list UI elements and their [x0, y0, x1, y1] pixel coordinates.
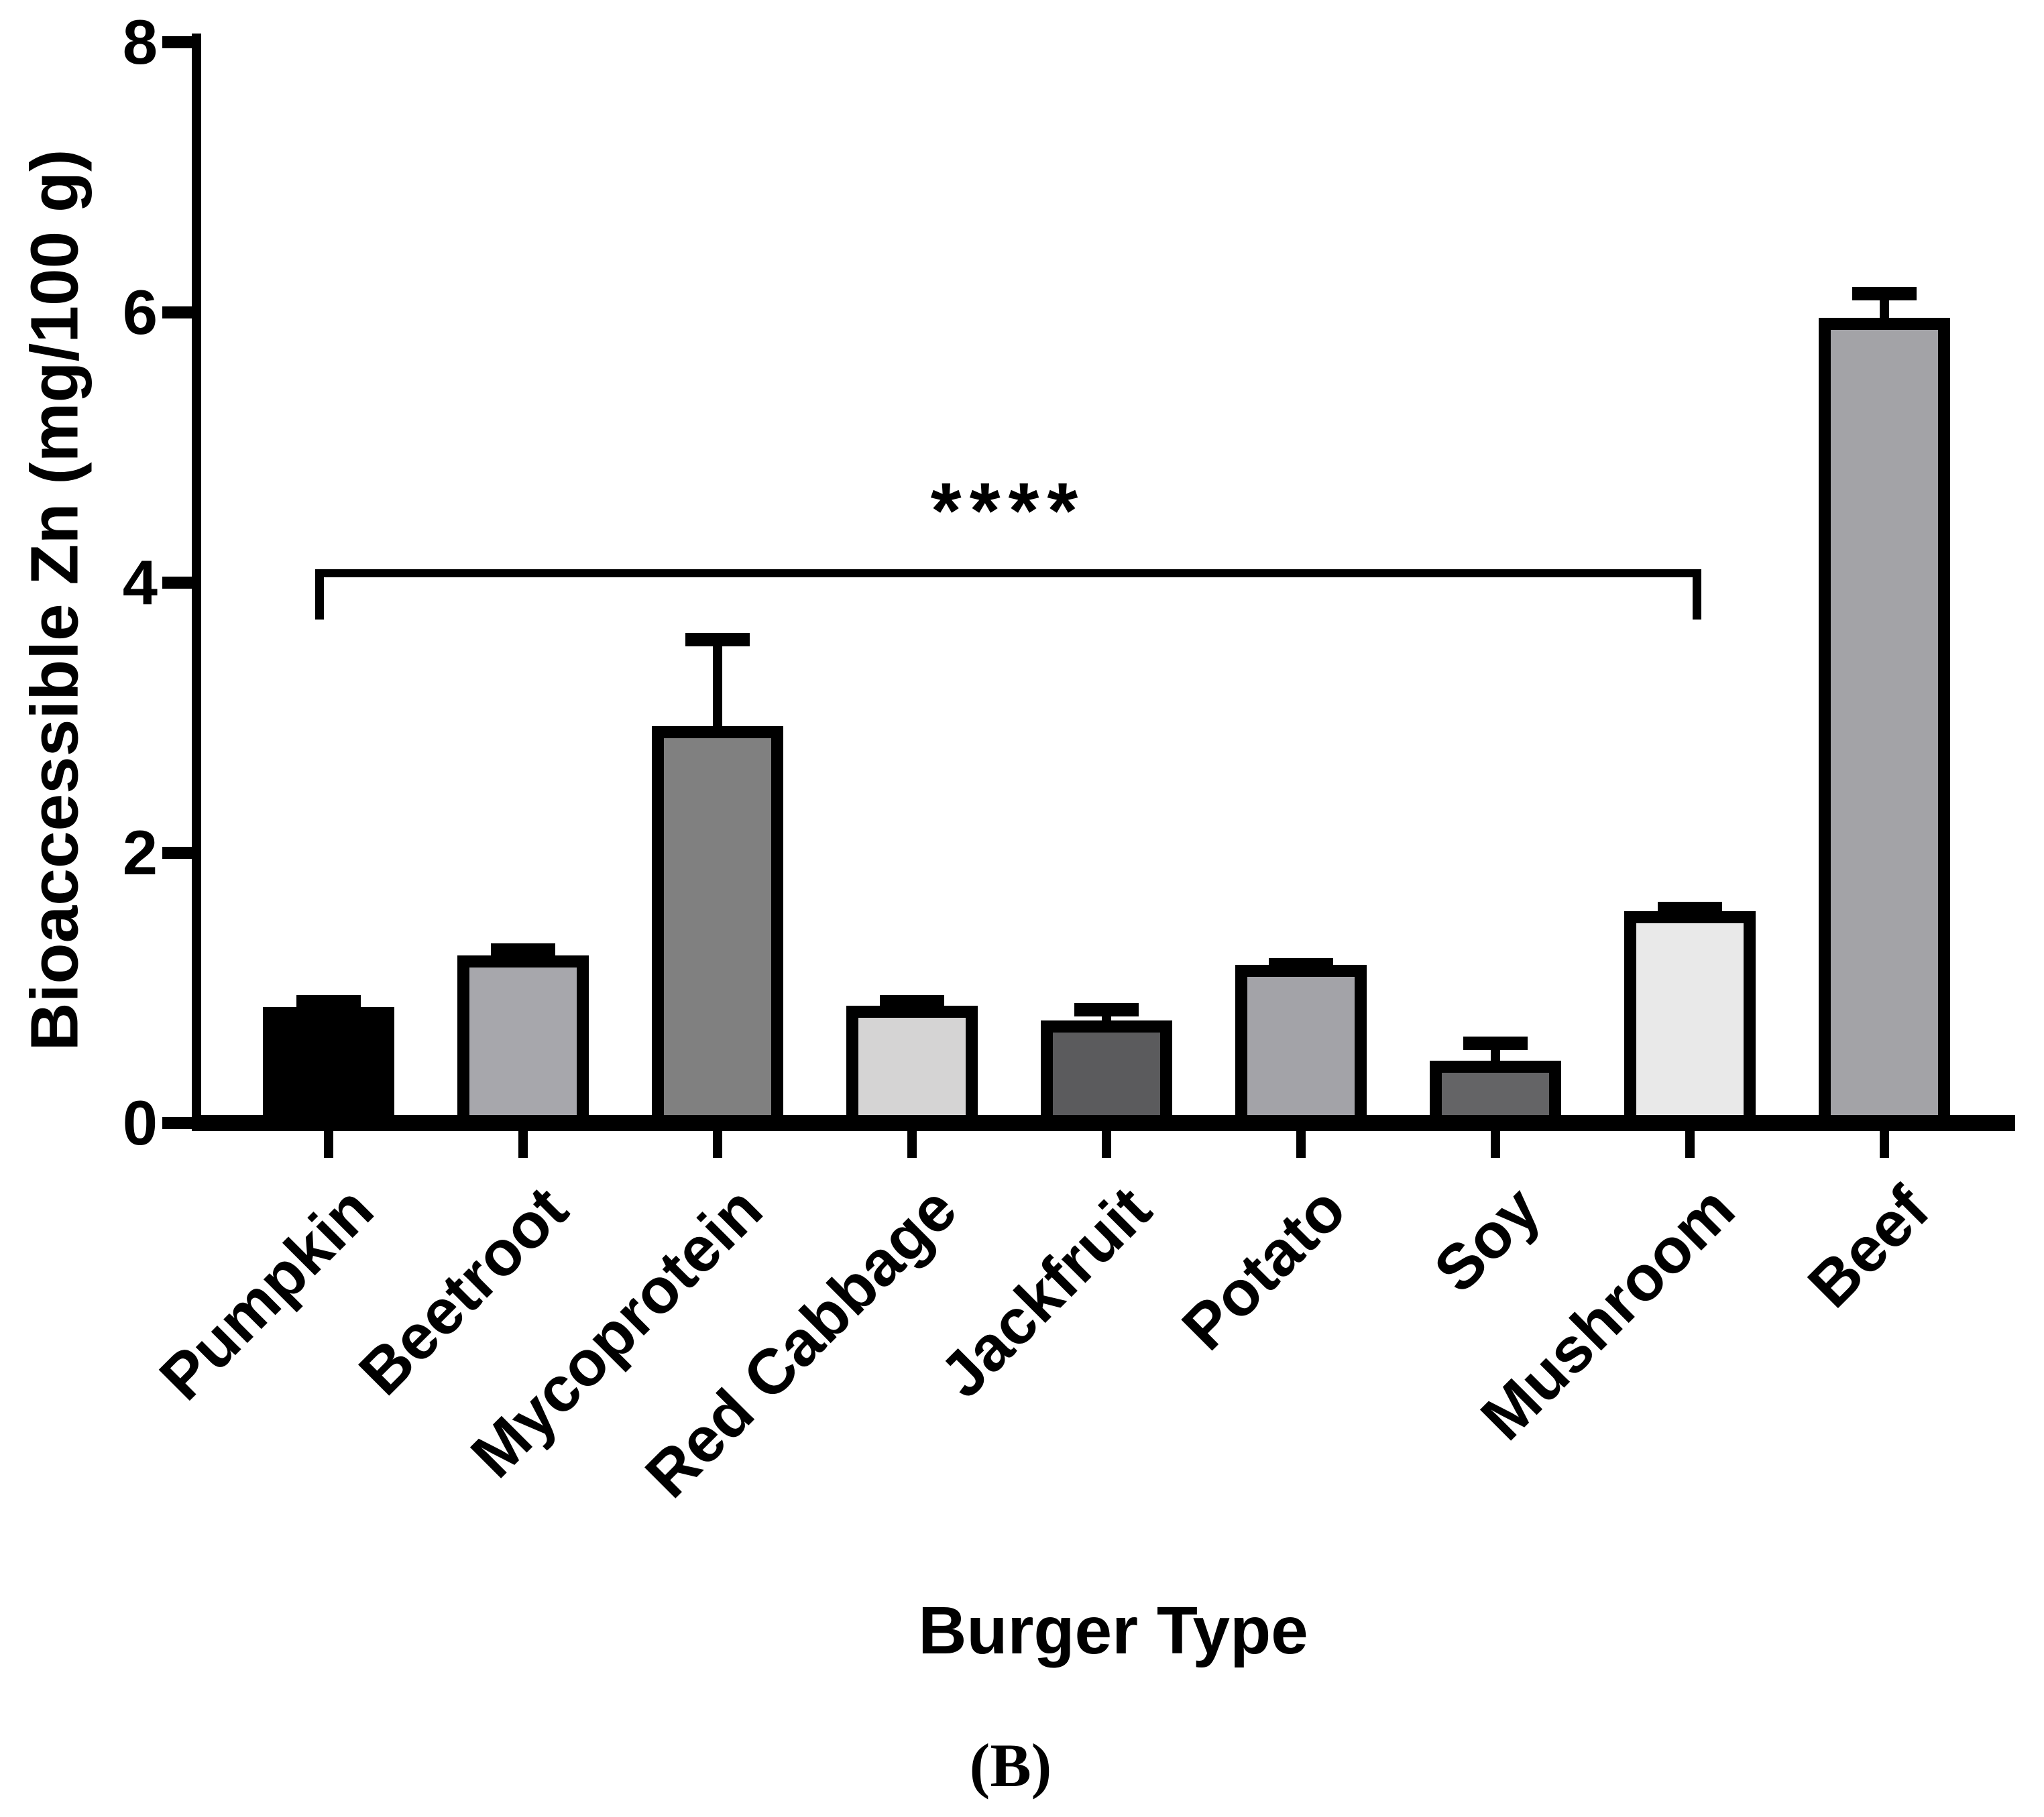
- error-bar-cap: [296, 994, 361, 1008]
- x-tick: [324, 1131, 333, 1158]
- x-tick: [1491, 1131, 1500, 1158]
- x-tick: [1102, 1131, 1111, 1158]
- bar: [846, 1005, 978, 1131]
- x-tick: [518, 1131, 528, 1158]
- error-bar-cap: [491, 943, 555, 957]
- error-bar-cap: [1852, 286, 1917, 300]
- y-tick: [162, 36, 192, 48]
- x-tick: [1296, 1131, 1306, 1158]
- error-bar-cap: [685, 632, 750, 646]
- error-bar-cap: [1463, 1037, 1528, 1051]
- x-tick: [1880, 1131, 1889, 1158]
- significance-bracket-bar: [315, 569, 1701, 577]
- x-axis-line: [192, 1115, 2015, 1131]
- bar: [457, 955, 589, 1131]
- error-bar-cap: [1074, 1002, 1139, 1016]
- y-tick: [162, 577, 192, 589]
- significance-bracket-right-leg: [1693, 569, 1701, 620]
- y-tick-label: 4: [122, 547, 158, 618]
- y-tick: [162, 1117, 192, 1129]
- y-tick-label: 2: [122, 817, 158, 888]
- y-tick: [162, 847, 192, 859]
- x-tick: [1685, 1131, 1695, 1158]
- bar: [1819, 318, 1950, 1131]
- y-tick-label: 6: [122, 277, 158, 347]
- x-tick: [907, 1131, 917, 1158]
- significance-label: ****: [930, 467, 1086, 555]
- significance-bracket-left-leg: [315, 569, 324, 620]
- bar: [1235, 965, 1367, 1131]
- bar: [652, 725, 783, 1131]
- error-bar-stem: [713, 632, 722, 733]
- y-tick-label: 8: [122, 7, 158, 77]
- x-axis-title: Burger Type: [918, 1593, 1308, 1668]
- x-tick: [713, 1131, 722, 1158]
- y-tick: [162, 306, 192, 318]
- panel-label: (B): [969, 1731, 1052, 1800]
- error-bar-cap: [880, 994, 944, 1008]
- bar: [1624, 911, 1756, 1131]
- y-tick-label: 0: [122, 1088, 158, 1158]
- y-axis-spine: [192, 34, 201, 1131]
- bar: [263, 1006, 394, 1131]
